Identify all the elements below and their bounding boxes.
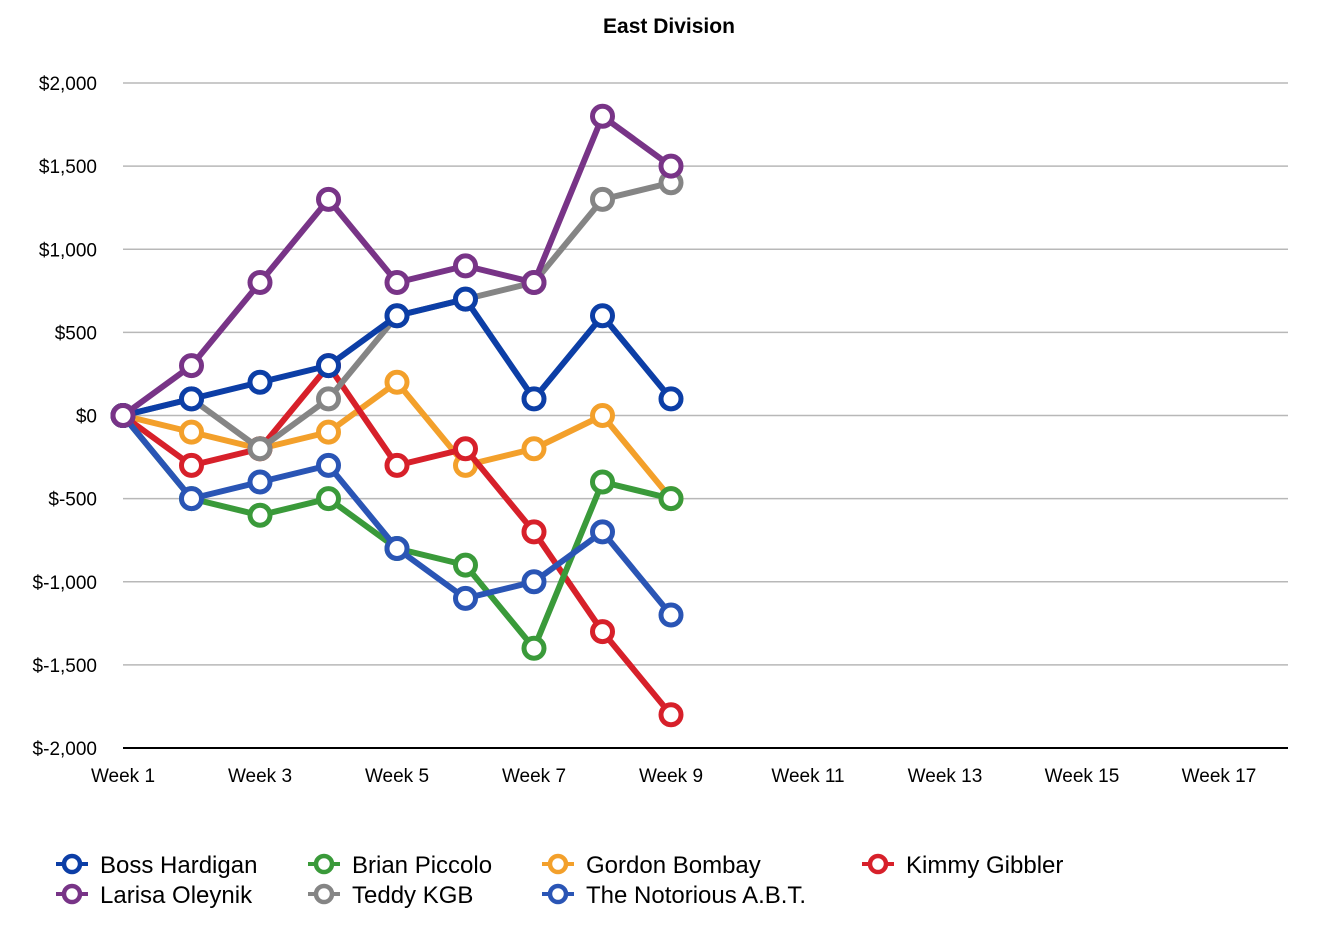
y-tick-label: $1,500 xyxy=(39,157,97,178)
y-tick-label: $1,000 xyxy=(39,240,97,261)
series-lines xyxy=(110,103,684,728)
data-point xyxy=(590,519,615,545)
data-point xyxy=(316,419,341,445)
data-point xyxy=(453,286,478,312)
legend-marker xyxy=(61,853,83,875)
data-point xyxy=(658,602,684,628)
data-point xyxy=(453,253,478,279)
legend-marker xyxy=(61,883,83,905)
data-point xyxy=(590,619,615,645)
axes: $2,000 $1,500 $1,000 $500 $0 $-500 $-1,000 $-1,… xyxy=(33,74,1288,787)
data-point xyxy=(247,369,273,395)
legend-item: Teddy KGB xyxy=(308,882,473,909)
data-point xyxy=(384,303,410,329)
data-point xyxy=(658,702,684,728)
x-tick-label: Week 1 xyxy=(91,766,155,787)
data-point xyxy=(453,552,478,578)
data-point xyxy=(179,452,204,478)
y-tick-label: $-1,000 xyxy=(33,573,97,594)
legend-marker xyxy=(313,853,335,875)
data-point xyxy=(590,186,615,212)
y-tick-label: $2,000 xyxy=(39,74,97,95)
data-point xyxy=(384,270,410,295)
legend: Boss Hardigan Brian Piccolo Gordon Bombay K… xyxy=(56,852,1063,909)
data-point xyxy=(247,502,273,528)
data-point xyxy=(453,436,478,462)
legend-label: Gordon Bombay xyxy=(586,852,761,879)
legend-label: The Notorious A.B.T. xyxy=(586,882,806,909)
x-tick-label: Week 13 xyxy=(908,766,983,787)
data-point xyxy=(384,536,410,561)
legend-marker xyxy=(313,883,335,905)
y-tick-label: $-1,500 xyxy=(33,656,97,677)
data-point xyxy=(110,403,136,428)
data-point xyxy=(453,585,478,611)
y-tick-label: $500 xyxy=(55,323,97,344)
data-point xyxy=(384,452,410,478)
legend-item: Kimmy Gibbler xyxy=(862,852,1063,879)
data-point xyxy=(521,519,547,545)
data-point xyxy=(316,452,341,478)
series-the-notorious-a-b-t xyxy=(110,403,684,628)
x-tick-label: Week 7 xyxy=(502,766,566,787)
data-point xyxy=(384,369,410,395)
legend-label: Larisa Oleynik xyxy=(100,882,253,909)
legend-label: Brian Piccolo xyxy=(352,852,492,879)
data-point xyxy=(316,386,341,412)
data-point xyxy=(247,270,273,295)
x-tick-label: Week 5 xyxy=(365,766,429,787)
legend-marker xyxy=(547,883,569,905)
data-point xyxy=(521,569,547,595)
x-tick-label: Week 9 xyxy=(639,766,703,787)
data-point xyxy=(658,486,684,512)
x-tick-label: Week 15 xyxy=(1045,766,1120,787)
data-point xyxy=(521,270,547,295)
data-point xyxy=(316,186,341,212)
y-tick-label: $0 xyxy=(76,407,97,428)
x-tick-label: Week 3 xyxy=(228,766,292,787)
legend-item: Brian Piccolo xyxy=(308,852,492,879)
data-point xyxy=(521,436,547,462)
x-tick-label: Week 11 xyxy=(771,766,844,787)
legend-marker xyxy=(867,853,889,875)
data-point xyxy=(179,386,204,412)
legend-item: Larisa Oleynik xyxy=(56,882,253,909)
x-tick-label: Week 17 xyxy=(1182,766,1257,787)
series-line xyxy=(120,379,674,502)
data-point xyxy=(590,469,615,495)
data-point xyxy=(658,153,684,179)
legend-label: Kimmy Gibbler xyxy=(906,852,1063,879)
data-point xyxy=(590,303,615,329)
data-point xyxy=(316,353,341,379)
legend-item: The Notorious A.B.T. xyxy=(542,882,806,909)
data-point xyxy=(590,403,615,428)
data-point xyxy=(658,386,684,412)
y-tick-label: $-2,000 xyxy=(33,739,97,760)
legend-item: Boss Hardigan xyxy=(56,852,257,879)
y-tick-label: $-500 xyxy=(48,490,97,511)
legend-item: Gordon Bombay xyxy=(542,852,761,879)
data-point xyxy=(179,419,204,445)
data-point xyxy=(179,486,204,512)
legend-label: Teddy KGB xyxy=(352,882,473,909)
data-point xyxy=(521,635,547,661)
legend-label: Boss Hardigan xyxy=(100,852,257,879)
data-point xyxy=(316,486,341,512)
chart-title: East Division xyxy=(603,15,735,38)
legend-marker xyxy=(547,853,569,875)
series-larisa-oleynik xyxy=(110,103,684,428)
data-point xyxy=(179,353,204,379)
data-point xyxy=(247,469,273,495)
data-point xyxy=(521,386,547,412)
data-point xyxy=(590,103,615,129)
data-point xyxy=(247,436,273,462)
